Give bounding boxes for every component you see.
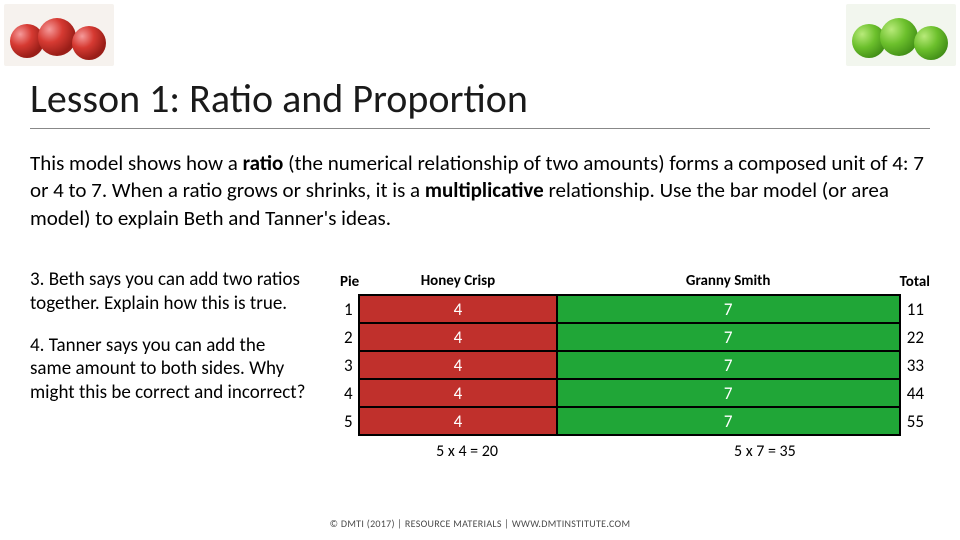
cell-granny-smith: 7 bbox=[557, 407, 900, 435]
table-header-row: Pie Honey Crisp Granny Smith Total bbox=[334, 268, 930, 295]
cell-total: 33 bbox=[900, 351, 930, 379]
cell-granny-smith: 7 bbox=[557, 323, 900, 351]
col-header-granny-smith: Granny Smith bbox=[557, 268, 900, 295]
cell-honey-crisp: 4 bbox=[359, 379, 557, 407]
question-4: 4. Tanner says you can add the same amou… bbox=[30, 334, 310, 405]
cell-granny-smith: 7 bbox=[557, 351, 900, 379]
header-images bbox=[0, 0, 960, 70]
cell-total: 22 bbox=[900, 323, 930, 351]
intro-text: This model shows how a ratio (the numeri… bbox=[30, 150, 930, 232]
table-row: 34733 bbox=[334, 351, 930, 379]
table-row: 14711 bbox=[334, 295, 930, 323]
table-row: 24722 bbox=[334, 323, 930, 351]
cell-pie: 4 bbox=[334, 379, 359, 407]
calc-granny-smith: 5 x 7 = 35 bbox=[680, 442, 850, 461]
title-rule bbox=[30, 128, 930, 129]
questions: 3. Beth says you can add two ratios toge… bbox=[30, 268, 310, 500]
slide: Lesson 1: Ratio and Proportion This mode… bbox=[0, 0, 960, 540]
red-apples-photo bbox=[4, 4, 114, 66]
cell-total: 11 bbox=[900, 295, 930, 323]
cell-pie: 1 bbox=[334, 295, 359, 323]
col-header-total: Total bbox=[900, 268, 930, 295]
col-header-honey-crisp: Honey Crisp bbox=[359, 268, 557, 295]
cell-granny-smith: 7 bbox=[557, 379, 900, 407]
intro-bold-ratio: ratio bbox=[243, 150, 284, 176]
calc-honey-crisp: 5 x 4 = 20 bbox=[382, 442, 552, 461]
question-3: 3. Beth says you can add two ratios toge… bbox=[30, 268, 310, 316]
table-row: 44744 bbox=[334, 379, 930, 407]
cell-honey-crisp: 4 bbox=[359, 295, 557, 323]
cell-total: 44 bbox=[900, 379, 930, 407]
cell-pie: 2 bbox=[334, 323, 359, 351]
calc-row: 5 x 4 = 20 5 x 7 = 35 bbox=[334, 442, 930, 461]
cell-pie: 3 bbox=[334, 351, 359, 379]
ratio-table-wrap: Pie Honey Crisp Granny Smith Total 14711… bbox=[334, 268, 930, 500]
footer-copyright: © DMTI (2017) | RESOURCE MATERIALS | WWW… bbox=[0, 517, 960, 530]
cell-honey-crisp: 4 bbox=[359, 351, 557, 379]
cell-granny-smith: 7 bbox=[557, 295, 900, 323]
table-row: 54755 bbox=[334, 407, 930, 435]
lesson-title: Lesson 1: Ratio and Proportion bbox=[30, 74, 528, 123]
body: 3. Beth says you can add two ratios toge… bbox=[30, 268, 930, 500]
green-apples-photo bbox=[846, 4, 956, 66]
intro-pre: This model shows how a bbox=[30, 150, 243, 176]
cell-honey-crisp: 4 bbox=[359, 407, 557, 435]
cell-pie: 5 bbox=[334, 407, 359, 435]
intro-bold-mult: multiplicative bbox=[425, 177, 544, 203]
cell-total: 55 bbox=[900, 407, 930, 435]
cell-honey-crisp: 4 bbox=[359, 323, 557, 351]
col-header-pie: Pie bbox=[334, 268, 359, 295]
ratio-table: Pie Honey Crisp Granny Smith Total 14711… bbox=[334, 268, 930, 436]
